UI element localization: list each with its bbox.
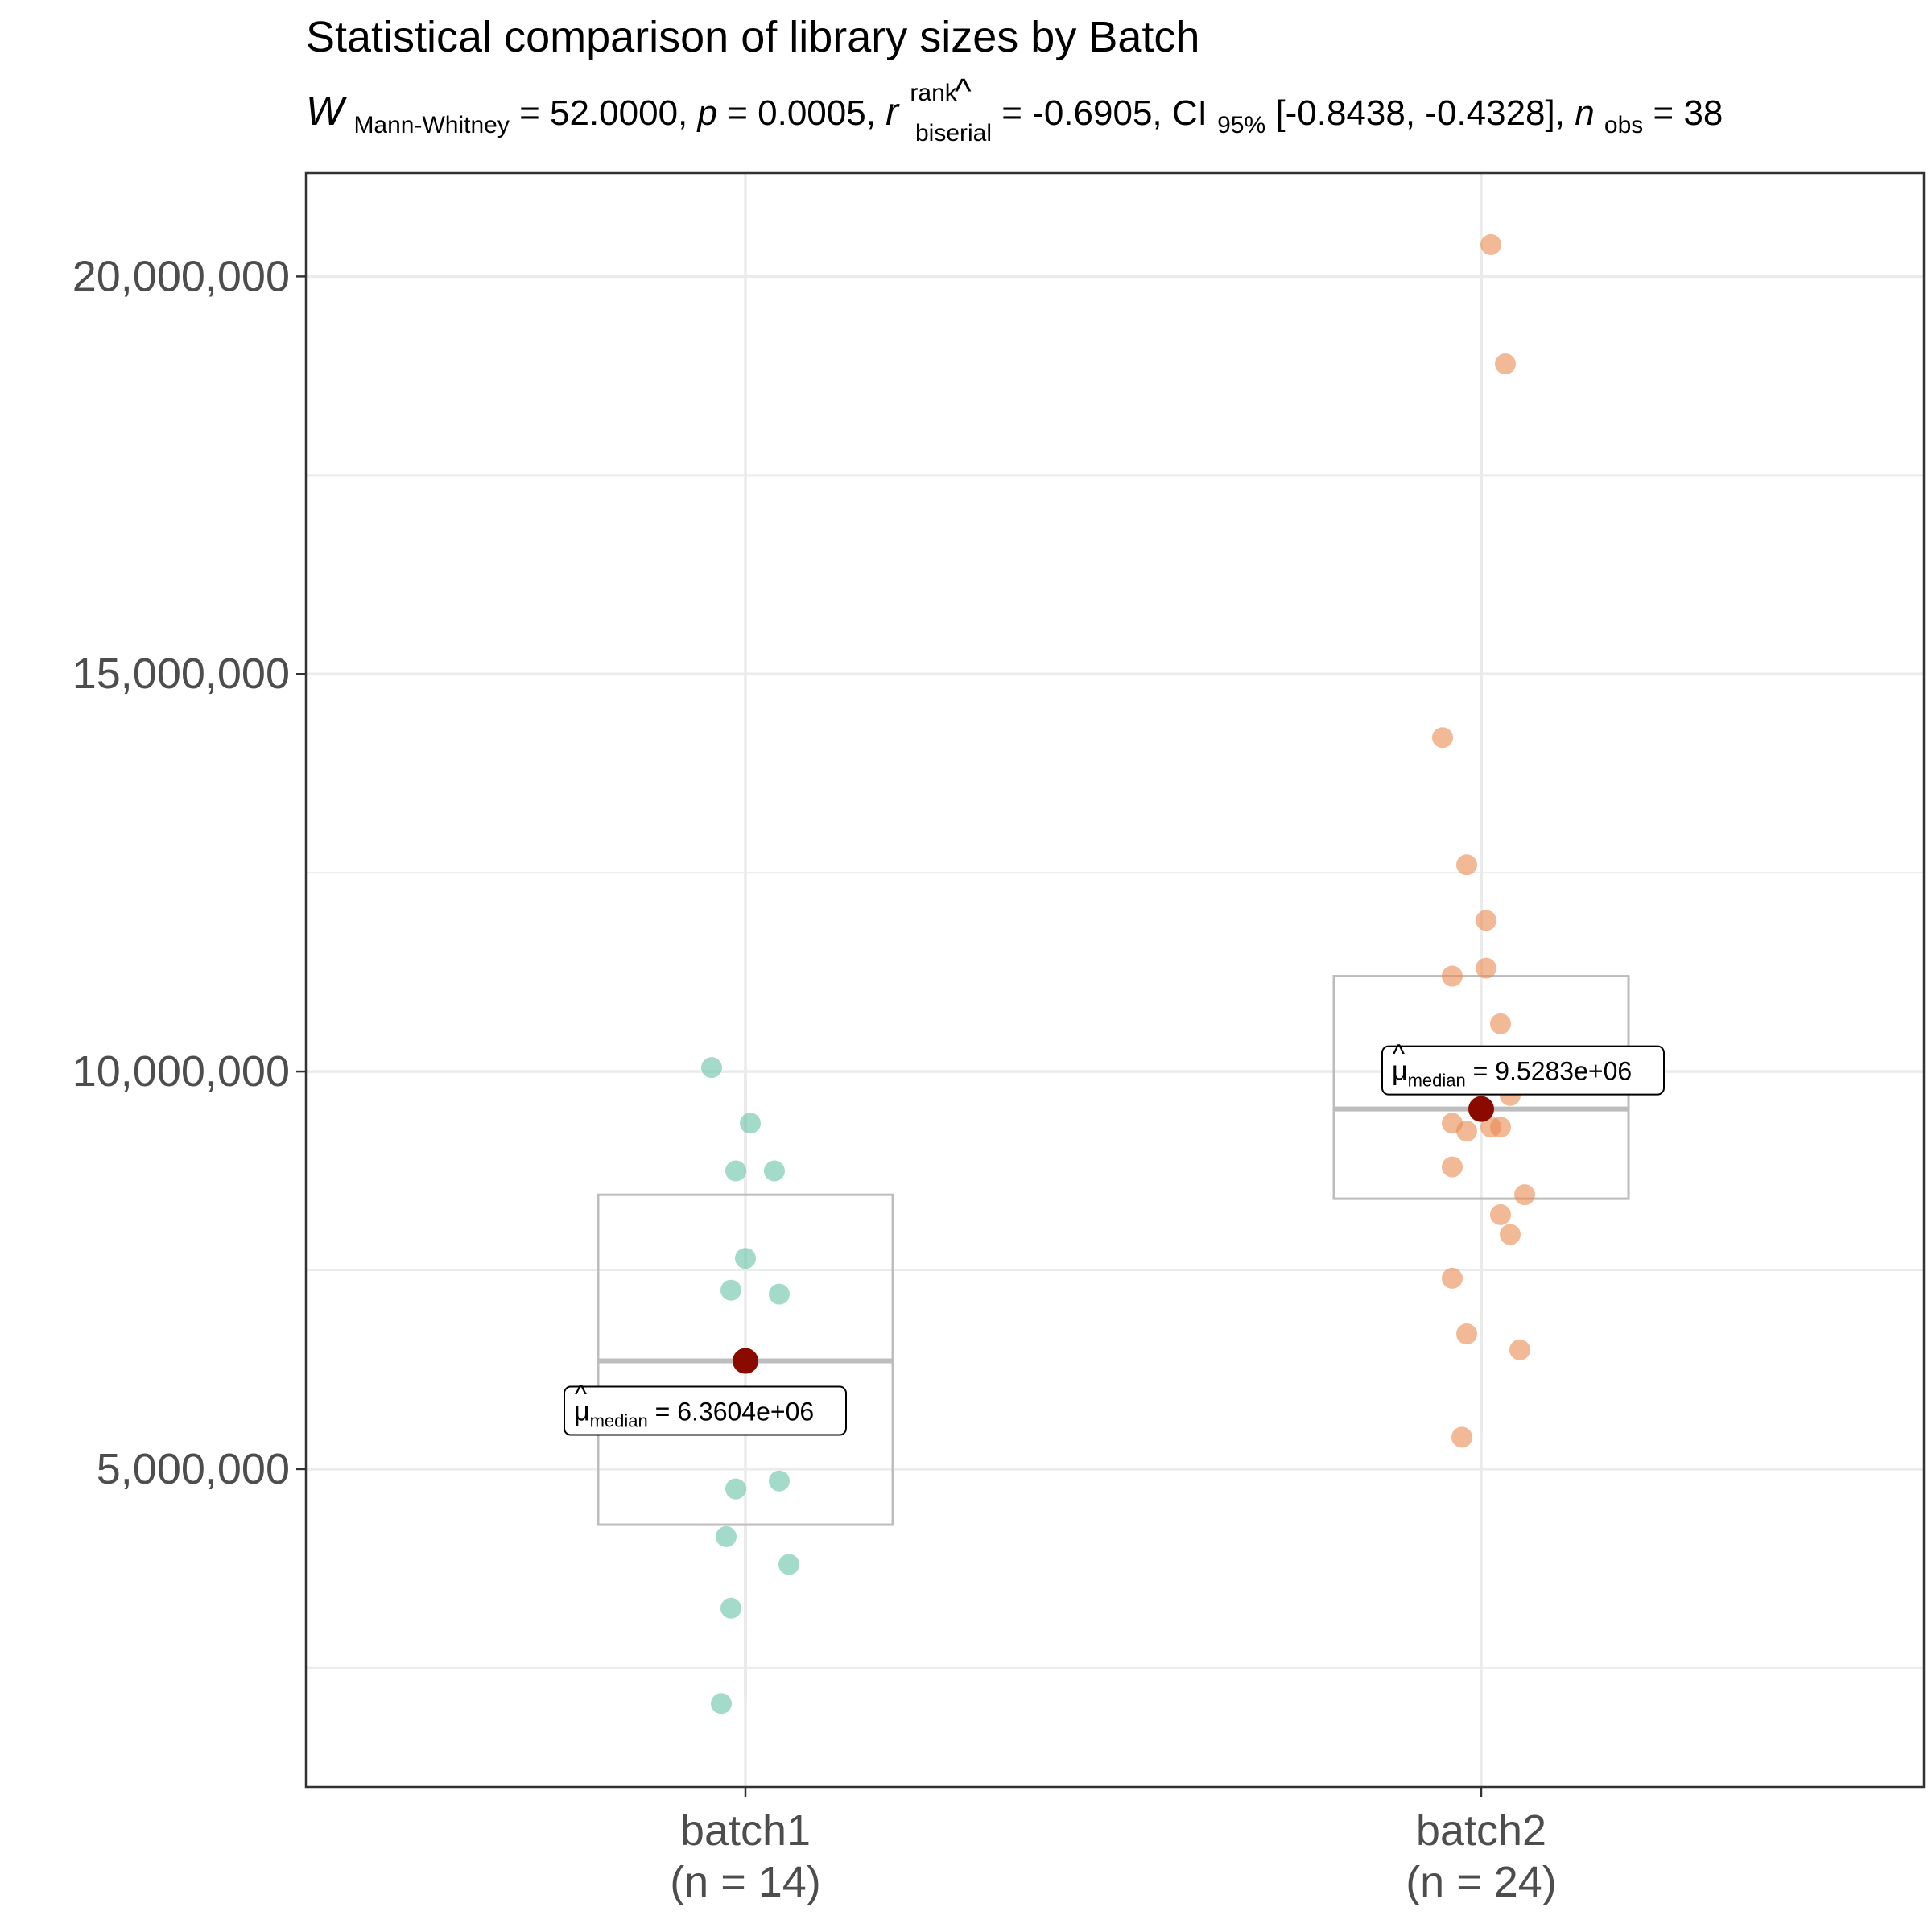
median-label-text: μmedian = 9.5283e+06 — [1392, 1056, 1632, 1091]
y-tick-label: 5,000,000 — [97, 1445, 290, 1493]
x-tick-label: batch2 — [1416, 1806, 1546, 1855]
grid-layer — [306, 173, 1924, 1787]
x-tick-label: batch1 — [680, 1806, 811, 1855]
data-point — [720, 1279, 741, 1301]
data-point — [1495, 353, 1516, 375]
subtitle-ci-sub: 95% — [1217, 112, 1265, 138]
subtitle-w-sub: Mann-Whitney — [353, 112, 509, 138]
data-point — [1456, 1121, 1477, 1142]
data-point — [716, 1525, 737, 1547]
data-point — [778, 1554, 799, 1575]
median-label-value: = 6.3604e+06 — [648, 1397, 814, 1426]
data-point — [769, 1283, 790, 1305]
data-point — [1476, 957, 1496, 979]
y-tick-label: 10,000,000 — [72, 1047, 290, 1096]
subtitle-r-sup: rank — [910, 80, 957, 106]
data-point — [1514, 1184, 1535, 1206]
median-label-mu: μ — [1392, 1056, 1408, 1087]
data-point — [735, 1248, 756, 1269]
subtitle-ci-value: [-0.8438, -0.4328], — [1275, 93, 1575, 133]
subtitle-p-symbol: p — [696, 93, 717, 133]
median-point — [1468, 1096, 1494, 1122]
data-point — [725, 1478, 746, 1500]
subtitle-p-value: = 0.0005, — [727, 93, 886, 133]
median-point — [733, 1348, 758, 1374]
data-point — [720, 1597, 741, 1619]
data-point — [769, 1470, 790, 1492]
median-label-mu: μ — [574, 1397, 590, 1427]
data-point — [740, 1113, 761, 1134]
median-label-hat: ^ — [1393, 1039, 1405, 1068]
subtitle-n-symbol: n — [1575, 93, 1594, 133]
data-point — [1490, 1013, 1511, 1034]
chart-subtitle: W Mann-Whitney = 52.0000, p = 0.0005, r … — [306, 69, 1723, 149]
median-label-sub: median — [590, 1411, 648, 1431]
data-point — [1490, 1203, 1511, 1225]
subtitle-n-sub: obs — [1604, 112, 1643, 138]
data-point — [764, 1160, 785, 1182]
data-point — [725, 1160, 746, 1182]
y-tick-label: 20,000,000 — [72, 252, 290, 300]
median-label-value: = 9.5283e+06 — [1466, 1057, 1632, 1086]
data-point — [1456, 854, 1477, 876]
data-point — [1476, 910, 1496, 931]
x-tick-n-label: (n = 24) — [1406, 1858, 1557, 1906]
subtitle-r-sub: biserial — [915, 120, 992, 147]
median-label-hat: ^ — [575, 1380, 587, 1409]
subtitle-n-value: = 38 — [1653, 93, 1724, 133]
median-label-sub: median — [1408, 1071, 1466, 1091]
subtitle-ci-symbol: CI — [1172, 93, 1208, 133]
chart-title: Statistical comparison of library sizes … — [306, 13, 1199, 61]
subtitle-r-symbol: r — [886, 91, 900, 134]
data-point — [701, 1057, 722, 1079]
data-point — [1451, 1426, 1472, 1448]
point-layer — [701, 233, 1535, 1715]
subtitle-w-value: = 52.0000, — [519, 93, 697, 133]
data-point — [1509, 1339, 1530, 1360]
data-point — [1442, 1156, 1463, 1178]
data-point — [1442, 1267, 1463, 1289]
data-point — [1500, 1224, 1521, 1245]
median-label-box — [564, 1385, 847, 1436]
axis-layer: 5,000,000 10,000,000 15,000,000 20,000,000 b… — [72, 252, 1557, 1906]
data-point — [1442, 965, 1463, 987]
x-tick-n-label: (n = 14) — [670, 1858, 821, 1906]
y-tick-label: 15,000,000 — [72, 650, 290, 698]
data-point — [1456, 1323, 1477, 1345]
data-point — [1480, 1117, 1501, 1138]
median-label-box — [1381, 1045, 1665, 1096]
label-layer: μmedian = 6.3604e+06^μmedian = 9.5283e+0… — [564, 1039, 1665, 1436]
data-point — [1480, 233, 1501, 255]
subtitle-w-symbol: W — [306, 89, 348, 134]
box-layer — [597, 244, 1630, 1704]
panel-border — [304, 171, 1926, 1789]
subtitle-r-value: = -0.6905, — [1001, 93, 1172, 133]
data-point — [1432, 727, 1453, 749]
median-label-text: μmedian = 6.3604e+06 — [574, 1397, 814, 1431]
subtitle-r-hat: ^ — [955, 72, 972, 111]
data-point — [711, 1693, 732, 1715]
